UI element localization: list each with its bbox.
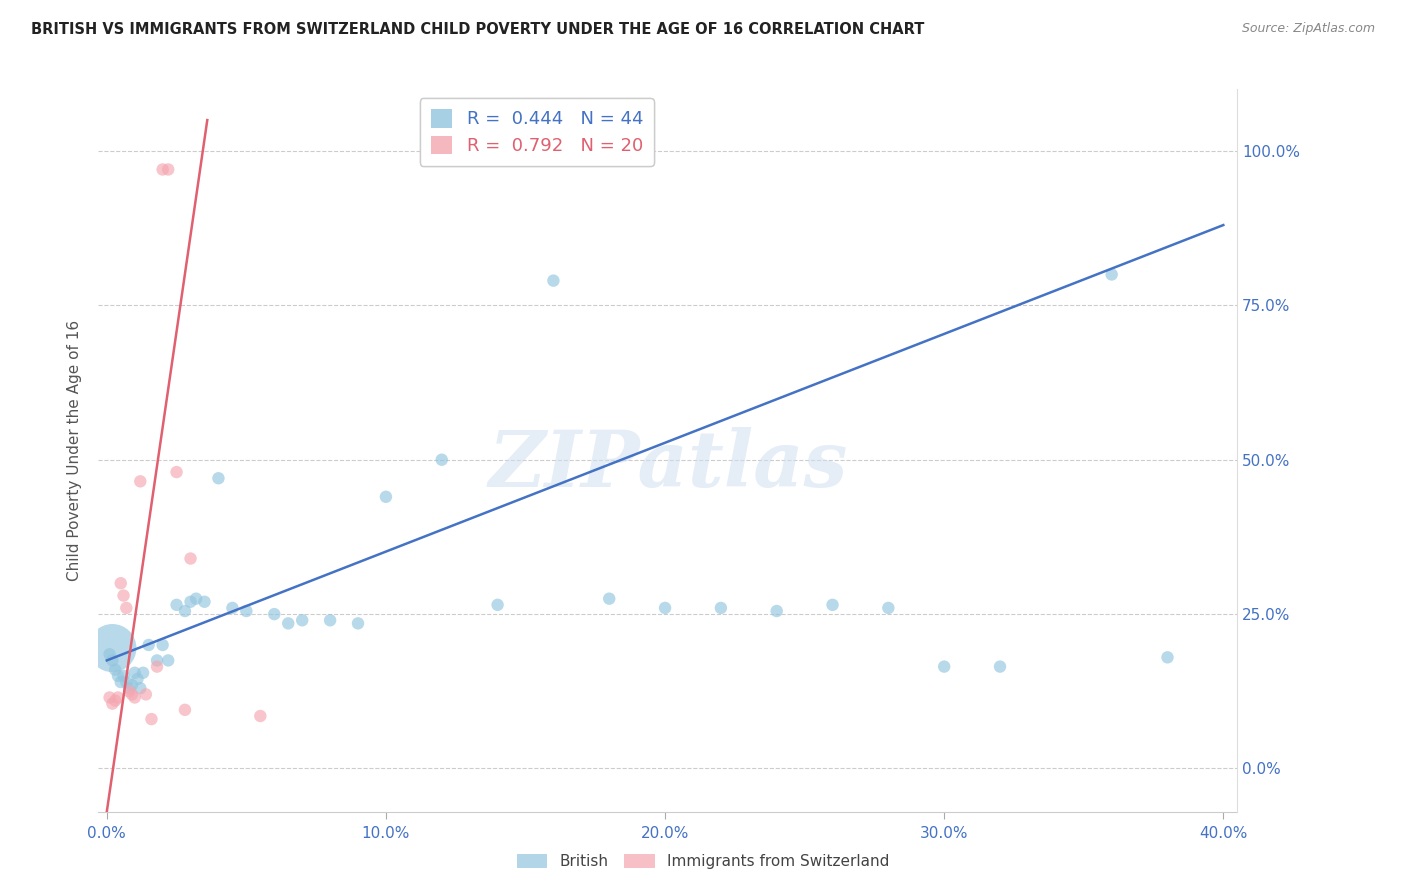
Point xyxy=(598,591,620,606)
Point xyxy=(821,598,844,612)
Point xyxy=(124,665,146,680)
Point xyxy=(104,693,127,707)
Point xyxy=(277,616,299,631)
Point xyxy=(98,647,121,661)
Legend: British, Immigrants from Switzerland: British, Immigrants from Switzerland xyxy=(510,848,896,875)
Point xyxy=(347,616,370,631)
Text: BRITISH VS IMMIGRANTS FROM SWITZERLAND CHILD POVERTY UNDER THE AGE OF 16 CORRELA: BRITISH VS IMMIGRANTS FROM SWITZERLAND C… xyxy=(31,22,924,37)
Point xyxy=(118,684,141,698)
Point xyxy=(157,162,180,177)
Point xyxy=(430,452,453,467)
Point xyxy=(374,490,396,504)
Point xyxy=(129,475,152,489)
Point xyxy=(166,465,188,479)
Point xyxy=(174,604,197,618)
Point xyxy=(166,598,188,612)
Point xyxy=(101,697,124,711)
Y-axis label: Child Poverty Under the Age of 16: Child Poverty Under the Age of 16 xyxy=(67,320,83,581)
Point xyxy=(193,595,215,609)
Point xyxy=(98,690,121,705)
Point xyxy=(654,601,676,615)
Point xyxy=(118,681,141,696)
Point xyxy=(101,653,124,667)
Point xyxy=(765,604,787,618)
Point xyxy=(115,675,138,690)
Point xyxy=(319,613,342,627)
Point xyxy=(710,601,733,615)
Point xyxy=(121,687,143,701)
Point xyxy=(115,601,138,615)
Point xyxy=(141,712,163,726)
Point xyxy=(112,589,135,603)
Point xyxy=(152,162,174,177)
Point xyxy=(988,659,1011,673)
Text: ZIPatlas: ZIPatlas xyxy=(488,426,848,503)
Point xyxy=(138,638,160,652)
Point xyxy=(146,659,169,673)
Point xyxy=(877,601,900,615)
Point xyxy=(135,687,157,701)
Point xyxy=(124,690,146,705)
Point xyxy=(132,665,155,680)
Point xyxy=(486,598,509,612)
Point xyxy=(263,607,285,621)
Text: Source: ZipAtlas.com: Source: ZipAtlas.com xyxy=(1241,22,1375,36)
Point xyxy=(1156,650,1178,665)
Point xyxy=(107,690,129,705)
Point xyxy=(107,669,129,683)
Point xyxy=(235,604,257,618)
Point xyxy=(129,681,152,696)
Point xyxy=(157,653,180,667)
Point xyxy=(174,703,197,717)
Point xyxy=(127,672,149,686)
Point xyxy=(249,709,271,723)
Point xyxy=(112,669,135,683)
Point xyxy=(221,601,243,615)
Point xyxy=(1101,268,1123,282)
Point xyxy=(152,638,174,652)
Point xyxy=(180,551,202,566)
Point xyxy=(291,613,314,627)
Legend: R =  0.444   N = 44, R =  0.792   N = 20: R = 0.444 N = 44, R = 0.792 N = 20 xyxy=(420,98,654,166)
Point xyxy=(101,641,124,656)
Point xyxy=(184,591,207,606)
Point xyxy=(104,663,127,677)
Point xyxy=(121,678,143,692)
Point xyxy=(180,595,202,609)
Point xyxy=(207,471,229,485)
Point xyxy=(110,576,132,591)
Point xyxy=(934,659,956,673)
Point xyxy=(146,653,169,667)
Point xyxy=(543,274,565,288)
Point xyxy=(110,675,132,690)
